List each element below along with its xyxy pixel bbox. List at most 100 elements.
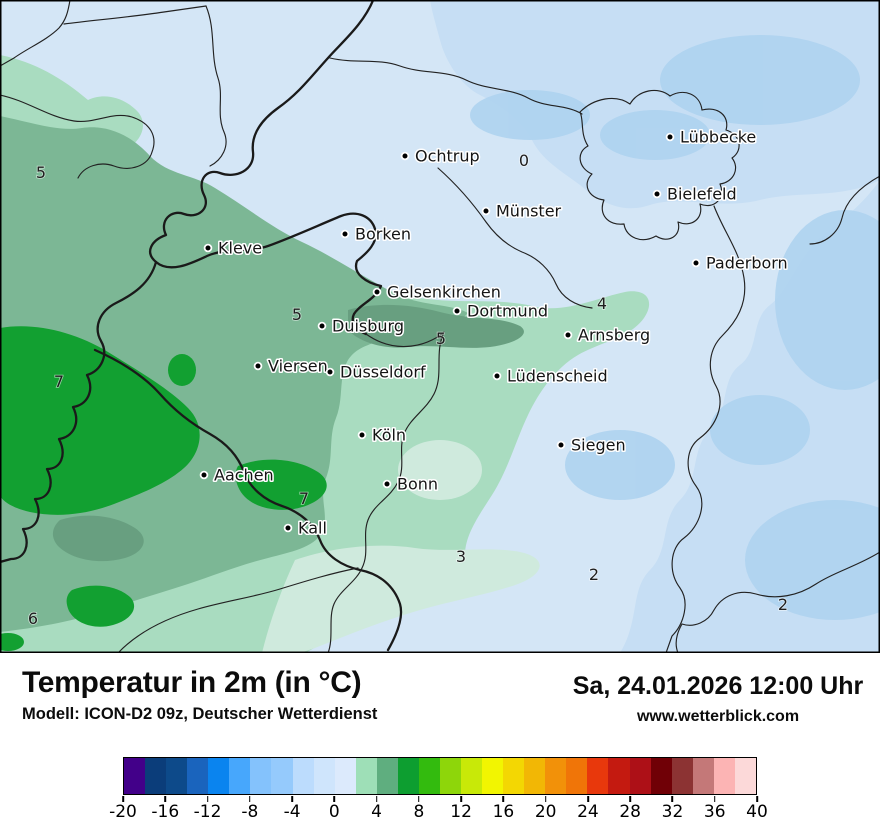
city-label: Köln [372,426,406,445]
colorbar-segment [418,758,440,794]
colorbar-tick-label: -8 [241,802,259,822]
colorbar-segment [734,758,756,794]
colorbar-segment [250,758,272,794]
city-dot-icon [452,306,462,316]
colorbar-segment [313,758,335,794]
city-marker: Dortmund [452,300,549,322]
temperature-value: 2 [589,565,599,584]
city-label: Bonn [397,475,438,494]
city-label: Kleve [218,239,262,258]
colorbar-segment [439,758,461,794]
colorbar-segment [229,758,251,794]
colorbar-tick-label: 36 [703,802,726,822]
city-label: Aachen [214,466,274,485]
temperature-value: 7 [54,372,64,391]
temperature-value: 7 [299,489,309,508]
city-marker: Siegen [556,434,627,456]
colorbar-segment [376,758,398,794]
temperature-value: 0 [519,151,529,170]
colorbar-tick-mark [206,796,209,802]
city-label: Düsseldorf [340,363,426,382]
colorbar-tick-mark [249,796,251,802]
colorbar-tick-mark [713,796,716,802]
city-marker: Bielefeld [652,183,738,205]
colorbar-tick-mark [164,796,167,802]
colorbar [123,757,757,795]
colorbar-segment [482,758,504,794]
city-dot-icon [556,440,566,450]
city-dot-icon [400,151,410,161]
colorbar-segment [355,758,377,794]
city-dot-icon [372,287,382,297]
colorbar-segment [292,758,314,794]
city-dot-icon [652,189,662,199]
colorbar-segment [566,758,588,794]
city-label: Lübbecke [680,128,756,147]
city-label: Siegen [571,436,626,455]
city-marker: Lübbecke [665,126,758,148]
colorbar-segment [503,758,525,794]
city-label: Viersen [268,357,328,376]
city-marker: Lüdenscheid [492,365,609,387]
temperature-regions [0,0,880,653]
colorbar-segment [334,758,356,794]
colorbar-tick-label: -4 [283,802,301,822]
colorbar-segment [524,758,546,794]
city-marker: Paderborn [691,252,789,274]
colorbar-segment [461,758,483,794]
colorbar-tick-label: 20 [534,802,557,822]
colorbar-tick-label: 40 [746,802,768,822]
city-marker: Viersen [253,355,329,377]
model-info: Modell: ICON-D2 09z, Deutscher Wetterdie… [22,705,378,723]
colorbar-segment [692,758,714,794]
city-label: Dortmund [467,302,548,321]
colorbar-segment [587,758,609,794]
colorbar-tick-mark [291,796,293,802]
city-dot-icon [357,430,367,440]
colorbar-segment [145,758,167,794]
colorbar-segment [650,758,672,794]
colorbar-tick-label: -12 [193,802,222,822]
colorbar-tick-mark [756,796,758,802]
city-dot-icon [481,206,491,216]
city-label: Lüdenscheid [507,367,608,386]
city-dot-icon [691,258,701,268]
city-marker: Düsseldorf [325,361,427,383]
colorbar-tick-mark [671,796,674,802]
city-label: Paderborn [706,254,788,273]
colorbar-segment [166,758,188,794]
temperature-value: 5 [292,305,302,324]
colorbar-tick-label: -20 [109,802,137,822]
city-label: Münster [496,202,562,221]
city-label: Borken [355,225,411,244]
colorbar-tick-mark [460,796,462,802]
city-dot-icon [283,523,293,533]
city-marker: Aachen [199,464,275,486]
website-url: www.wetterblick.com [636,708,800,725]
city-marker: Kleve [203,237,264,259]
colorbar-tick-mark [418,796,420,802]
city-label: Kall [298,519,327,538]
temperature-value-labels: 5 0 4 5 5 7 7 3 2 2 6 [27,150,789,629]
city-label: Gelsenkirchen [387,283,501,302]
city-markers: Ochtrup Lübbecke Bielefeld Münster Borken Kle… [199,126,789,539]
city-marker: Kall [283,517,328,539]
colorbar-tick-mark [544,796,547,802]
city-marker: Münster [481,200,563,222]
colorbar-segment [124,758,146,794]
colorbar-tick-label: 12 [450,802,472,822]
colorbar-segment [271,758,293,794]
city-marker: Arnsberg [563,324,652,346]
weather-map-canvas: 5 0 4 5 5 7 7 3 2 2 6 Ochtrup Lübbecke Bielefeld Müns… [0,0,880,653]
colorbar-tick-mark [502,796,505,802]
colorbar-tick-label: 0 [328,802,340,822]
city-label: Ochtrup [415,147,480,166]
colorbar-segment [629,758,651,794]
colorbar-tick-label: 16 [492,802,515,822]
city-dot-icon [492,371,502,381]
colorbar-segment [608,758,630,794]
colorbar-segment [208,758,230,794]
footer: Temperatur in 2m (in °C) Modell: ICON-D2… [0,653,880,830]
colorbar-segment [397,758,419,794]
